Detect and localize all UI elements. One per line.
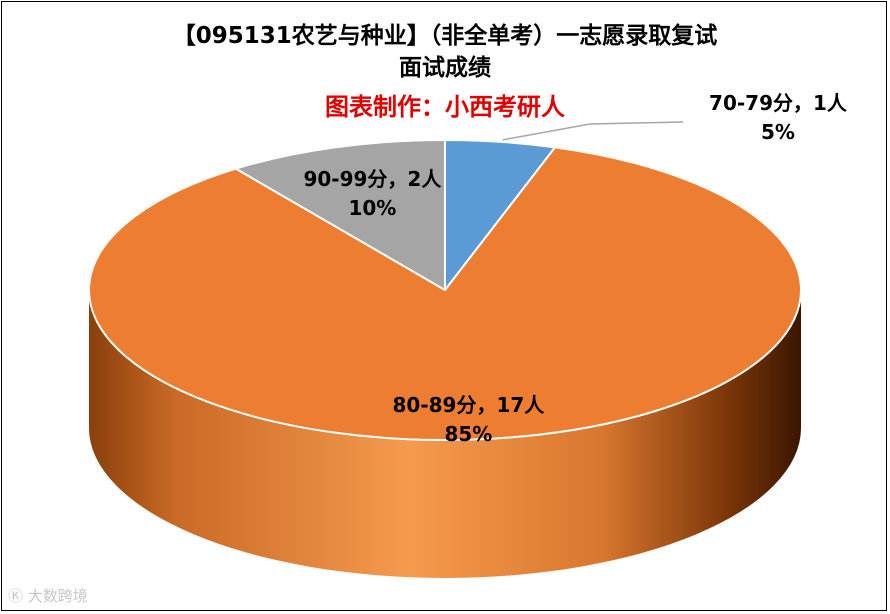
slice-label-percent: 85% [444,422,492,446]
chart-title-line1: 【095131农艺与种业】（非全单考）一志愿录取复试 [172,23,718,49]
leader-line [502,121,684,141]
watermark-text: Ⓚ 大数跨境 [8,587,88,605]
slice-label-category: 70-79分，1人 [709,91,848,115]
watermark-logo-icon: Ⓚ [8,587,24,605]
chart-title-line2: 面试成绩 [399,55,491,81]
pie-side-wall [89,290,801,578]
chart-subtitle: 图表制作：小西考研人 [325,93,565,121]
pie-slice-90-99分 [234,139,446,291]
slice-label-percent: 10% [348,196,396,220]
slice-label-category: 90-99分，2人 [303,167,442,191]
slice-label-percent: 5% [761,120,795,144]
slice-label-category: 80-89分，17人 [392,393,545,417]
pie-slice-80-89分 [88,146,802,441]
